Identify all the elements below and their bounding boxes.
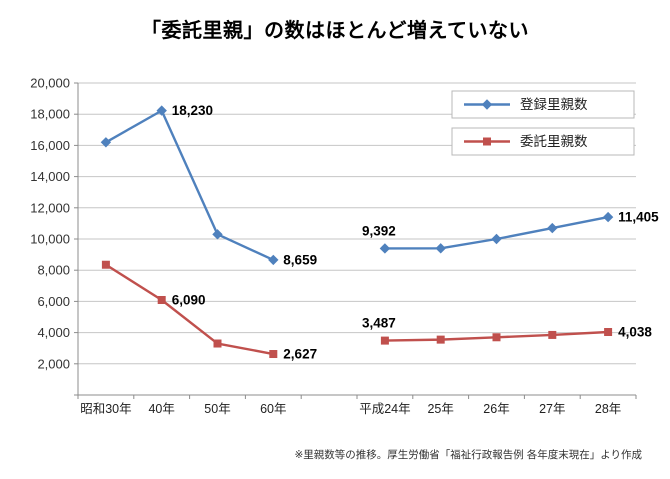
data-point-marker [268, 254, 279, 266]
data-point-marker [213, 339, 222, 348]
data-point-marker [602, 211, 614, 223]
data-label: 9,392 [362, 223, 396, 238]
data-label: 6,090 [172, 292, 206, 307]
data-point-marker [379, 243, 391, 254]
data-label: 8,659 [283, 252, 317, 267]
data-point-marker [548, 330, 557, 339]
y-axis-label: 8,000 [37, 263, 70, 278]
data-label: 18,230 [172, 103, 213, 118]
y-axis-label: 14,000 [30, 169, 70, 184]
x-axis-label: 25年 [427, 402, 453, 416]
data-point-marker [435, 243, 446, 254]
x-axis-label: 40年 [148, 402, 174, 416]
data-label: 3,487 [362, 316, 396, 331]
data-label: 11,405 [618, 210, 659, 225]
data-point-marker [212, 229, 223, 240]
data-point-marker [157, 295, 166, 304]
legend-label: 委託里親数 [520, 134, 588, 149]
data-point-marker [547, 222, 558, 234]
data-label: 4,038 [618, 325, 652, 340]
legend-marker [481, 99, 493, 110]
y-axis-label: 12,000 [30, 200, 70, 215]
data-point-marker [380, 336, 389, 345]
y-axis-label: 10,000 [30, 232, 70, 247]
x-axis-label: 27年 [539, 402, 565, 416]
y-axis-label: 16,000 [30, 138, 70, 153]
source-note: ※里親数等の推移。厚生労働省「福祉行政報告例 各年度末現在」より作成 [294, 449, 642, 461]
data-point-marker [604, 328, 613, 337]
data-label: 2,627 [283, 347, 317, 362]
data-point-marker [492, 333, 501, 342]
data-point-marker [491, 233, 502, 245]
y-axis-label: 6,000 [37, 294, 70, 309]
y-axis-label: 2,000 [37, 356, 70, 371]
data-point-marker [156, 105, 167, 116]
legend-label: 登録里親数 [520, 97, 588, 112]
legend-marker [483, 137, 491, 146]
x-axis-label: 昭和30年 [80, 402, 131, 416]
series-line-1 [104, 263, 610, 356]
data-point-marker [100, 137, 112, 148]
y-axis-label: 18,000 [30, 107, 70, 122]
data-point-marker [436, 335, 445, 344]
x-axis-label: 28年 [595, 402, 621, 416]
data-point-marker [269, 350, 278, 359]
x-axis-label: 26年 [483, 402, 509, 416]
x-axis-label: 平成24年 [359, 402, 410, 416]
x-axis-label: 50年 [204, 402, 230, 416]
line-chart: 2,000 4,000 6,000 8,000 10,000 12,000 14,000 16… [30, 76, 659, 417]
y-axis-label: 4,000 [37, 325, 70, 340]
y-axis-label: 20,000 [30, 76, 70, 91]
x-axis-label: 60年 [260, 402, 286, 416]
chart-title: 「委託里親」の数はほとんど増えていない [141, 20, 529, 42]
data-point-marker [101, 260, 110, 269]
